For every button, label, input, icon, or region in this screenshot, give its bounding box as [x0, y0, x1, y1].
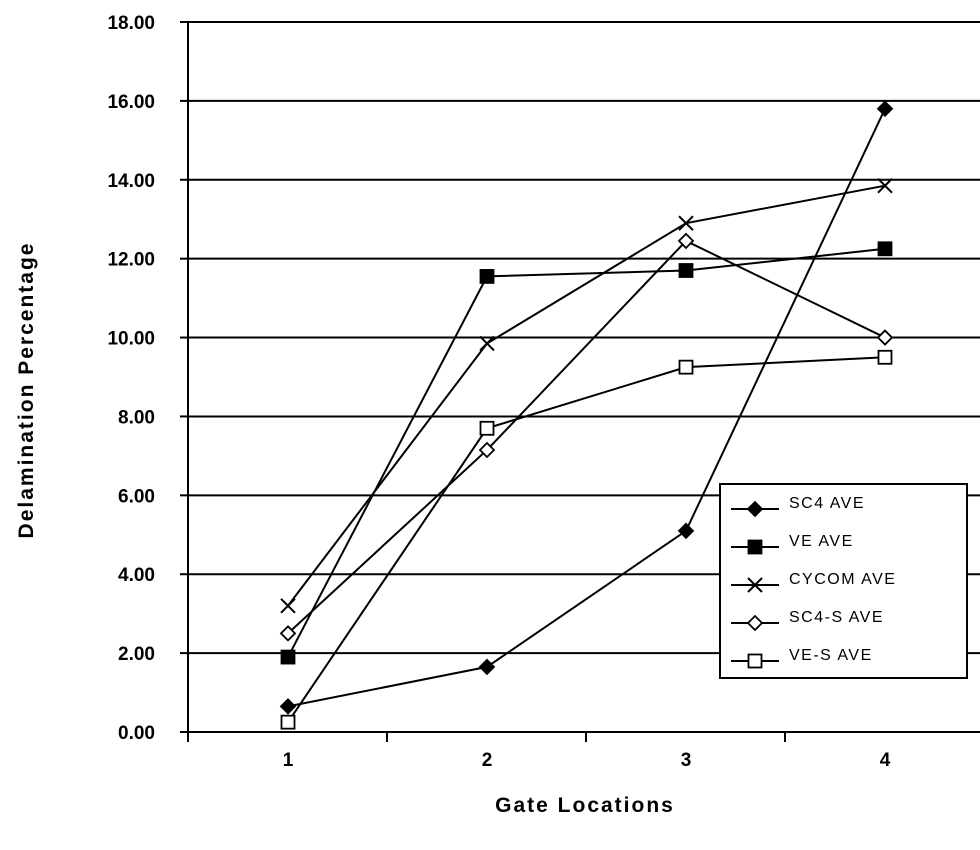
- data-point: [876, 100, 894, 118]
- x-stroke: [280, 598, 296, 614]
- data-point: [876, 329, 894, 346]
- x-tick-labels: 1 2 3 4: [283, 750, 891, 771]
- series-line: [287, 247, 886, 658]
- legend-label: SC4 AVE: [789, 495, 865, 512]
- gridlines: [188, 21, 980, 655]
- y-tick-label: 8.00: [118, 407, 155, 428]
- data-point: [479, 269, 495, 284]
- x-tick-label: 3: [681, 750, 692, 771]
- series-line: [287, 184, 886, 607]
- y-tick-label: 14.00: [107, 171, 155, 192]
- x-stroke: [877, 177, 893, 194]
- data-point: [877, 241, 893, 257]
- legend-label: VE AVE: [789, 533, 854, 550]
- x-stroke: [747, 577, 763, 593]
- legend-marker: [747, 653, 763, 669]
- legend-label: VE-S AVE: [789, 647, 873, 664]
- data-point: [677, 522, 695, 540]
- data-point: [279, 625, 297, 642]
- y-tick-labels: 0.00 2.00 4.00 6.00 8.00 10.00 12.00 14.00 16.00…: [107, 13, 155, 744]
- x-axis-title: Gate Locations: [495, 794, 675, 817]
- y-tick-label: 12.00: [107, 250, 155, 271]
- series-line: [287, 239, 886, 635]
- x-stroke: [479, 335, 495, 352]
- data-point: [479, 335, 495, 352]
- data-point: [678, 215, 694, 231]
- data-point: [280, 598, 296, 614]
- legend-marker: [747, 539, 763, 555]
- data-point: [280, 649, 296, 665]
- y-tick-label: 2.00: [118, 644, 155, 665]
- data-point: [877, 177, 893, 194]
- y-tick-label: 16.00: [107, 92, 155, 113]
- series-line: [287, 356, 886, 723]
- y-axis-title: Delamination Percentage: [15, 242, 38, 539]
- data-point: [678, 359, 694, 375]
- series-line: [287, 108, 886, 708]
- legend-marker: [746, 614, 764, 632]
- data-point: [280, 714, 296, 730]
- data-point: [677, 232, 695, 250]
- series-lines: [287, 108, 886, 723]
- y-tick-label: 10.00: [107, 329, 155, 350]
- y-tick-label: 6.00: [118, 486, 155, 507]
- data-point: [479, 420, 495, 436]
- data-point: [678, 263, 694, 278]
- legend-marker: [747, 577, 763, 593]
- legend-label: SC4-S AVE: [789, 609, 884, 626]
- x-tick-label: 1: [283, 750, 294, 771]
- legend-marker: [746, 500, 764, 518]
- data-point: [478, 441, 496, 459]
- data-point: [478, 658, 496, 676]
- x-stroke: [678, 215, 694, 231]
- axes: [180, 21, 980, 742]
- x-tick-label: 4: [880, 750, 891, 771]
- data-point: [279, 698, 297, 715]
- y-tick-label: 18.00: [107, 13, 155, 34]
- legend-label: CYCOM AVE: [789, 571, 896, 588]
- legend-box: [719, 483, 968, 679]
- y-tick-label: 4.00: [118, 565, 155, 586]
- series-markers: [279, 100, 894, 730]
- y-tick-label: 0.00: [118, 723, 155, 744]
- legend: SC4 AVE VE AVE CYCOM AVE SC4-S AVE VE-S AVE: [719, 483, 968, 679]
- data-point: [877, 349, 893, 365]
- x-tick-label: 2: [482, 750, 493, 771]
